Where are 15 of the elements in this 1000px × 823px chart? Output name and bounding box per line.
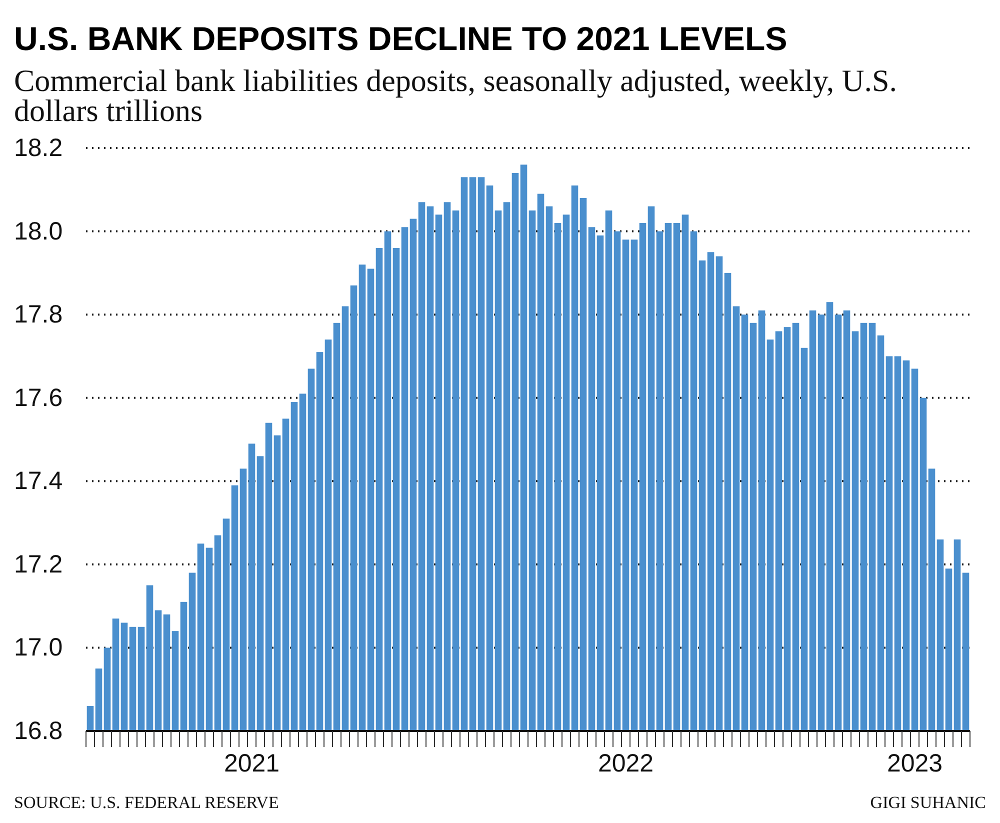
x-tick-label: 2021 (224, 750, 280, 778)
chart-title: U.S. BANK DEPOSITS DECLINE TO 2021 LEVELS (14, 20, 788, 57)
y-tick-label: 17.0 (14, 634, 63, 662)
y-tick-label: 17.4 (14, 467, 63, 496)
y-tick-label: 16.8 (14, 717, 63, 745)
y-tick-label: 17.8 (14, 300, 63, 329)
y-tick-label: 17.2 (14, 550, 63, 578)
source-note: SOURCE: U.S. FEDERAL RESERVE (14, 793, 279, 812)
y-tick-label: 18.2 (14, 134, 63, 162)
y-tick-label: 17.6 (14, 384, 63, 412)
chart-subtitle: Commercial bank liabilities deposits, seasonally adjusted, weekly, U.S. dollars trillions (14, 63, 898, 128)
x-tick-label: 2022 (598, 750, 654, 778)
y-tick-label: 18.0 (14, 217, 63, 246)
x-tick-label: 2023 (886, 750, 943, 778)
text: GIGI SUHANIC (870, 793, 986, 812)
